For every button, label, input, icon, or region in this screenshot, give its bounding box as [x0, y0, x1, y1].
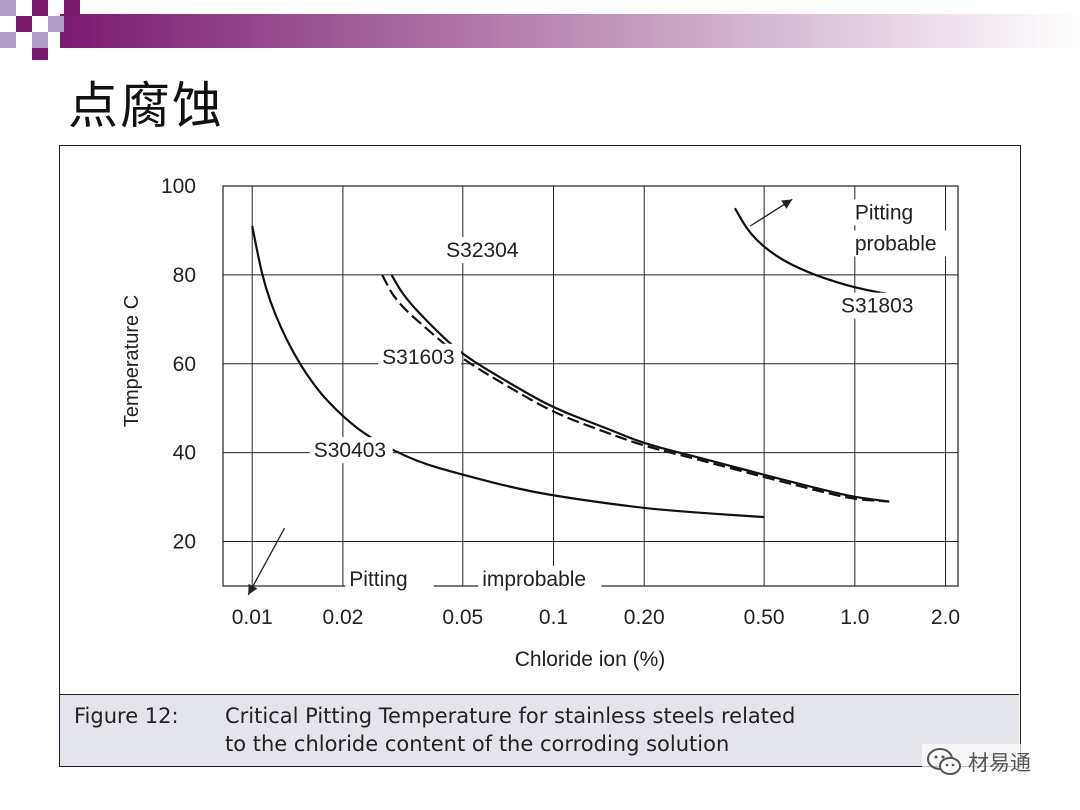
deco-square — [0, 32, 16, 48]
deco-square — [0, 0, 16, 16]
deco-square — [48, 16, 64, 32]
series-line-s30403 — [251, 225, 765, 519]
x-axis-label: Chloride ion (%) — [515, 648, 666, 671]
annotation-bg — [850, 199, 940, 226]
annotation-text: Pitting — [855, 201, 913, 224]
x-tick-label: 0.1 — [539, 606, 568, 629]
annotation-bg — [478, 566, 602, 592]
annotation-text: probable — [855, 232, 937, 255]
series-label: S31803 — [841, 295, 913, 318]
plot-area — [222, 185, 959, 587]
y-tick-label: 40 — [173, 442, 196, 465]
series-label-bg — [837, 292, 921, 319]
wechat-icon — [927, 748, 961, 775]
y-tick-label: 60 — [173, 353, 196, 376]
series-label-bg — [442, 237, 526, 264]
pitting-temperature-chart: 0.01 0.02 0.05 0.1 0.20 0.50 1.0 2.0 20 40 60 80 100… — [121, 175, 960, 671]
caption-label: Figure 12: — [74, 704, 179, 728]
watermark-text: 材易通 — [968, 751, 1031, 775]
x-tick-label: 0.50 — [744, 606, 785, 629]
x-tick-label: 0.05 — [442, 606, 483, 629]
figure-frame: 0.01 0.02 0.05 0.1 0.20 0.50 1.0 2.0 20 40 60 80 100… — [59, 145, 1021, 767]
x-tick-label: 0.02 — [322, 606, 363, 629]
annotation-text: Pitting — [349, 568, 407, 591]
deco-square — [32, 48, 48, 60]
pitting-probable-arrow-head — [781, 199, 793, 209]
series-line-s32304 — [390, 274, 890, 503]
series-line-s31803 — [733, 207, 895, 296]
series-line-s31603 — [381, 274, 890, 503]
header-gradient-band — [60, 14, 1080, 48]
series-label: S32304 — [446, 239, 519, 262]
y-axis-label: Temperature C — [121, 295, 143, 427]
series-label-bg — [378, 343, 462, 370]
deco-square — [16, 16, 32, 32]
figure-caption: Figure 12: Critical Pitting Temperature … — [60, 694, 1019, 766]
x-tick-label: 0.01 — [232, 606, 273, 629]
x-tick-label: 2.0 — [931, 606, 960, 629]
pitting-improbable-arrow-head — [248, 583, 258, 595]
deco-square — [32, 32, 48, 48]
y-tick-label: 100 — [161, 175, 196, 198]
caption-line-2: to the chloride content of the corroding… — [225, 732, 730, 756]
annotation-bg — [345, 566, 434, 592]
y-tick-label: 20 — [173, 531, 196, 554]
x-tick-label: 1.0 — [840, 606, 869, 629]
x-tick-label: 0.20 — [624, 606, 665, 629]
deco-square — [64, 0, 80, 16]
slide-header-bar — [0, 0, 1080, 60]
watermark: 材易通 — [922, 744, 1035, 780]
series-label: S30403 — [314, 439, 386, 462]
y-tick-label: 80 — [173, 264, 196, 287]
annotation-text: improbable — [482, 568, 586, 591]
caption-line-1: Critical Pitting Temperature for stainle… — [225, 704, 796, 728]
slide-title: 点腐蚀 — [68, 77, 224, 135]
series-label-bg — [309, 437, 393, 464]
series-label: S31603 — [382, 346, 454, 369]
deco-square — [32, 0, 48, 16]
annotation-bg — [850, 230, 951, 257]
pitting-improbable-arrow — [247, 527, 286, 596]
